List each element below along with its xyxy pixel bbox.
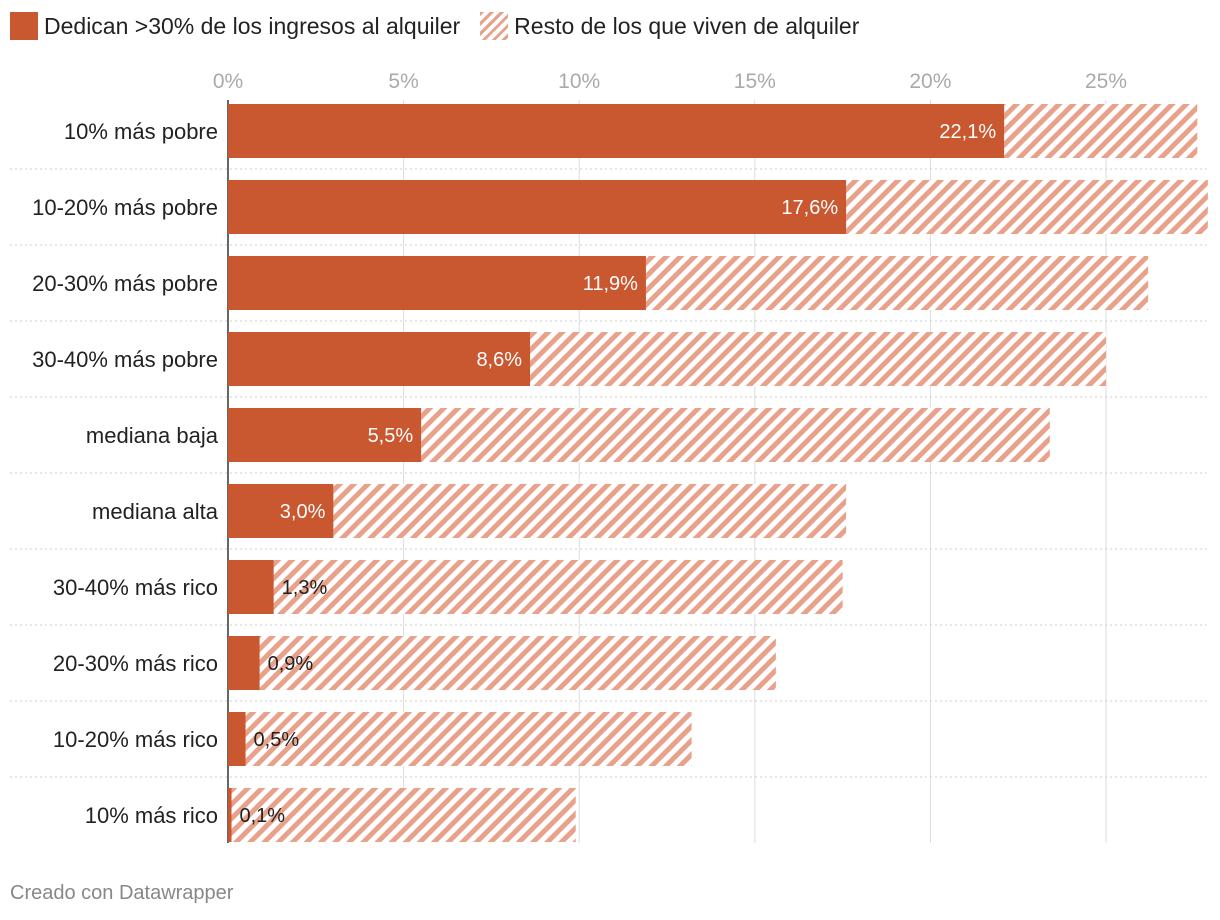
bar-hatched	[231, 788, 576, 842]
bar-hatched	[1004, 104, 1198, 158]
legend: Dedican >30% de los ingresos al alquiler…	[10, 12, 879, 40]
x-tick-label: 15%	[734, 70, 776, 93]
value-label: 22,1%	[939, 121, 996, 143]
bar-hatched	[245, 712, 692, 766]
bar-solid	[228, 712, 246, 766]
bar-solid	[228, 788, 232, 842]
value-label: 11,9%	[583, 273, 638, 295]
bar-solid	[228, 636, 260, 690]
category-label: 20-30% más rico	[53, 651, 218, 676]
value-label: 8,6%	[476, 349, 522, 371]
legend-item-primary: Dedican >30% de los ingresos al alquiler	[10, 12, 460, 40]
x-tick-label: 20%	[909, 70, 951, 93]
legend-swatch-hatched	[480, 12, 509, 40]
bar-hatched	[846, 180, 1208, 234]
bar-solid	[228, 332, 531, 386]
bar-hatched	[259, 636, 776, 690]
category-label: 30-40% más rico	[53, 575, 218, 600]
x-tick-label: 10%	[558, 70, 600, 93]
legend-label-secondary: Resto de los que viven de alquiler	[514, 12, 860, 39]
x-tick-label: 0%	[213, 70, 243, 93]
footer-credit: Creado con Datawrapper	[10, 882, 234, 904]
x-tick-label: 5%	[388, 70, 418, 93]
legend-label-primary: Dedican >30% de los ingresos al alquiler	[44, 12, 461, 39]
bar-solid	[228, 104, 1005, 158]
category-label: 10% más rico	[85, 803, 218, 828]
value-label: 0,5%	[254, 729, 300, 751]
category-label: mediana baja	[86, 423, 219, 448]
bar-hatched	[273, 560, 843, 614]
bar-hatched	[645, 256, 1149, 310]
value-label: 17,6%	[781, 197, 838, 219]
category-label: 30-40% más pobre	[32, 347, 218, 372]
category-label: 20-30% más pobre	[32, 271, 218, 296]
bar-solid	[228, 560, 274, 614]
value-label: 0,1%	[240, 805, 286, 827]
category-label: 10-20% más rico	[53, 727, 218, 752]
value-label: 0,9%	[268, 653, 314, 675]
bar-solid	[228, 484, 334, 538]
bar-hatched	[333, 484, 847, 538]
x-tick-label: 25%	[1085, 70, 1127, 93]
value-label: 3,0%	[280, 501, 326, 523]
bar-solid	[228, 408, 422, 462]
bar-hatched	[530, 332, 1106, 386]
category-label: 10% más pobre	[64, 119, 218, 144]
value-label: 1,3%	[282, 577, 328, 599]
bar-solid	[228, 256, 646, 310]
value-label: 5,5%	[368, 425, 414, 447]
legend-item-secondary: Resto de los que viven de alquiler	[480, 12, 859, 40]
bar-hatched	[421, 408, 1050, 462]
category-label: mediana alta	[92, 499, 219, 524]
legend-swatch-solid	[10, 12, 38, 40]
category-label: 10-20% más pobre	[32, 195, 218, 220]
bar-solid	[228, 180, 847, 234]
